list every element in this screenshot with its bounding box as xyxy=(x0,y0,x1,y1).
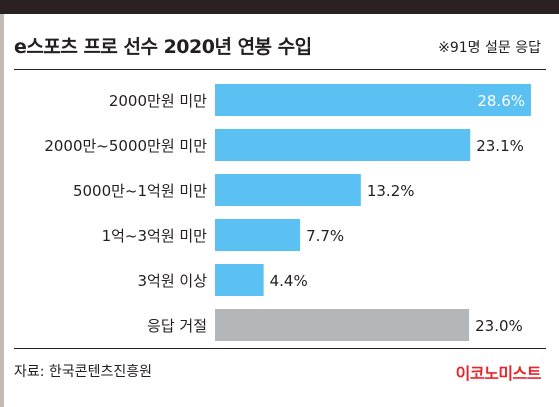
top-border xyxy=(0,0,559,14)
bar-3 xyxy=(215,219,301,251)
chart-title: e스포츠 프로 선수 2020년 연봉 수입 xyxy=(14,36,312,58)
source-note: 자료: 한국콘텐츠진흥원 xyxy=(14,364,152,380)
bar-4 xyxy=(215,264,264,296)
bar-2 xyxy=(215,174,361,206)
value-label: 4.4% xyxy=(270,272,308,290)
category-label: 5000만~1억원 미만 xyxy=(73,182,207,200)
category-label: 2000만원 미만 xyxy=(109,92,207,110)
survey-note: ※91명 설문 응답 xyxy=(438,40,541,56)
value-label: 28.6% xyxy=(477,92,525,110)
bar-5 xyxy=(215,309,470,341)
category-label: 1억~3억원 미만 xyxy=(102,227,208,245)
category-label: 3억원 이상 xyxy=(137,272,207,290)
value-label: 23.0% xyxy=(475,317,523,335)
category-label: 응답 거절 xyxy=(147,317,207,335)
publisher-logo: 이코노미스트 xyxy=(455,364,542,383)
header-divider xyxy=(14,69,546,70)
left-border xyxy=(0,14,4,407)
category-label: 2000만~5000만원 미만 xyxy=(44,137,207,155)
value-label: 7.7% xyxy=(306,227,344,245)
value-label: 13.2% xyxy=(367,182,415,200)
bar-0 xyxy=(215,84,531,116)
bar-1 xyxy=(215,129,471,161)
value-label: 23.1% xyxy=(476,137,524,155)
footer-divider xyxy=(14,348,546,349)
